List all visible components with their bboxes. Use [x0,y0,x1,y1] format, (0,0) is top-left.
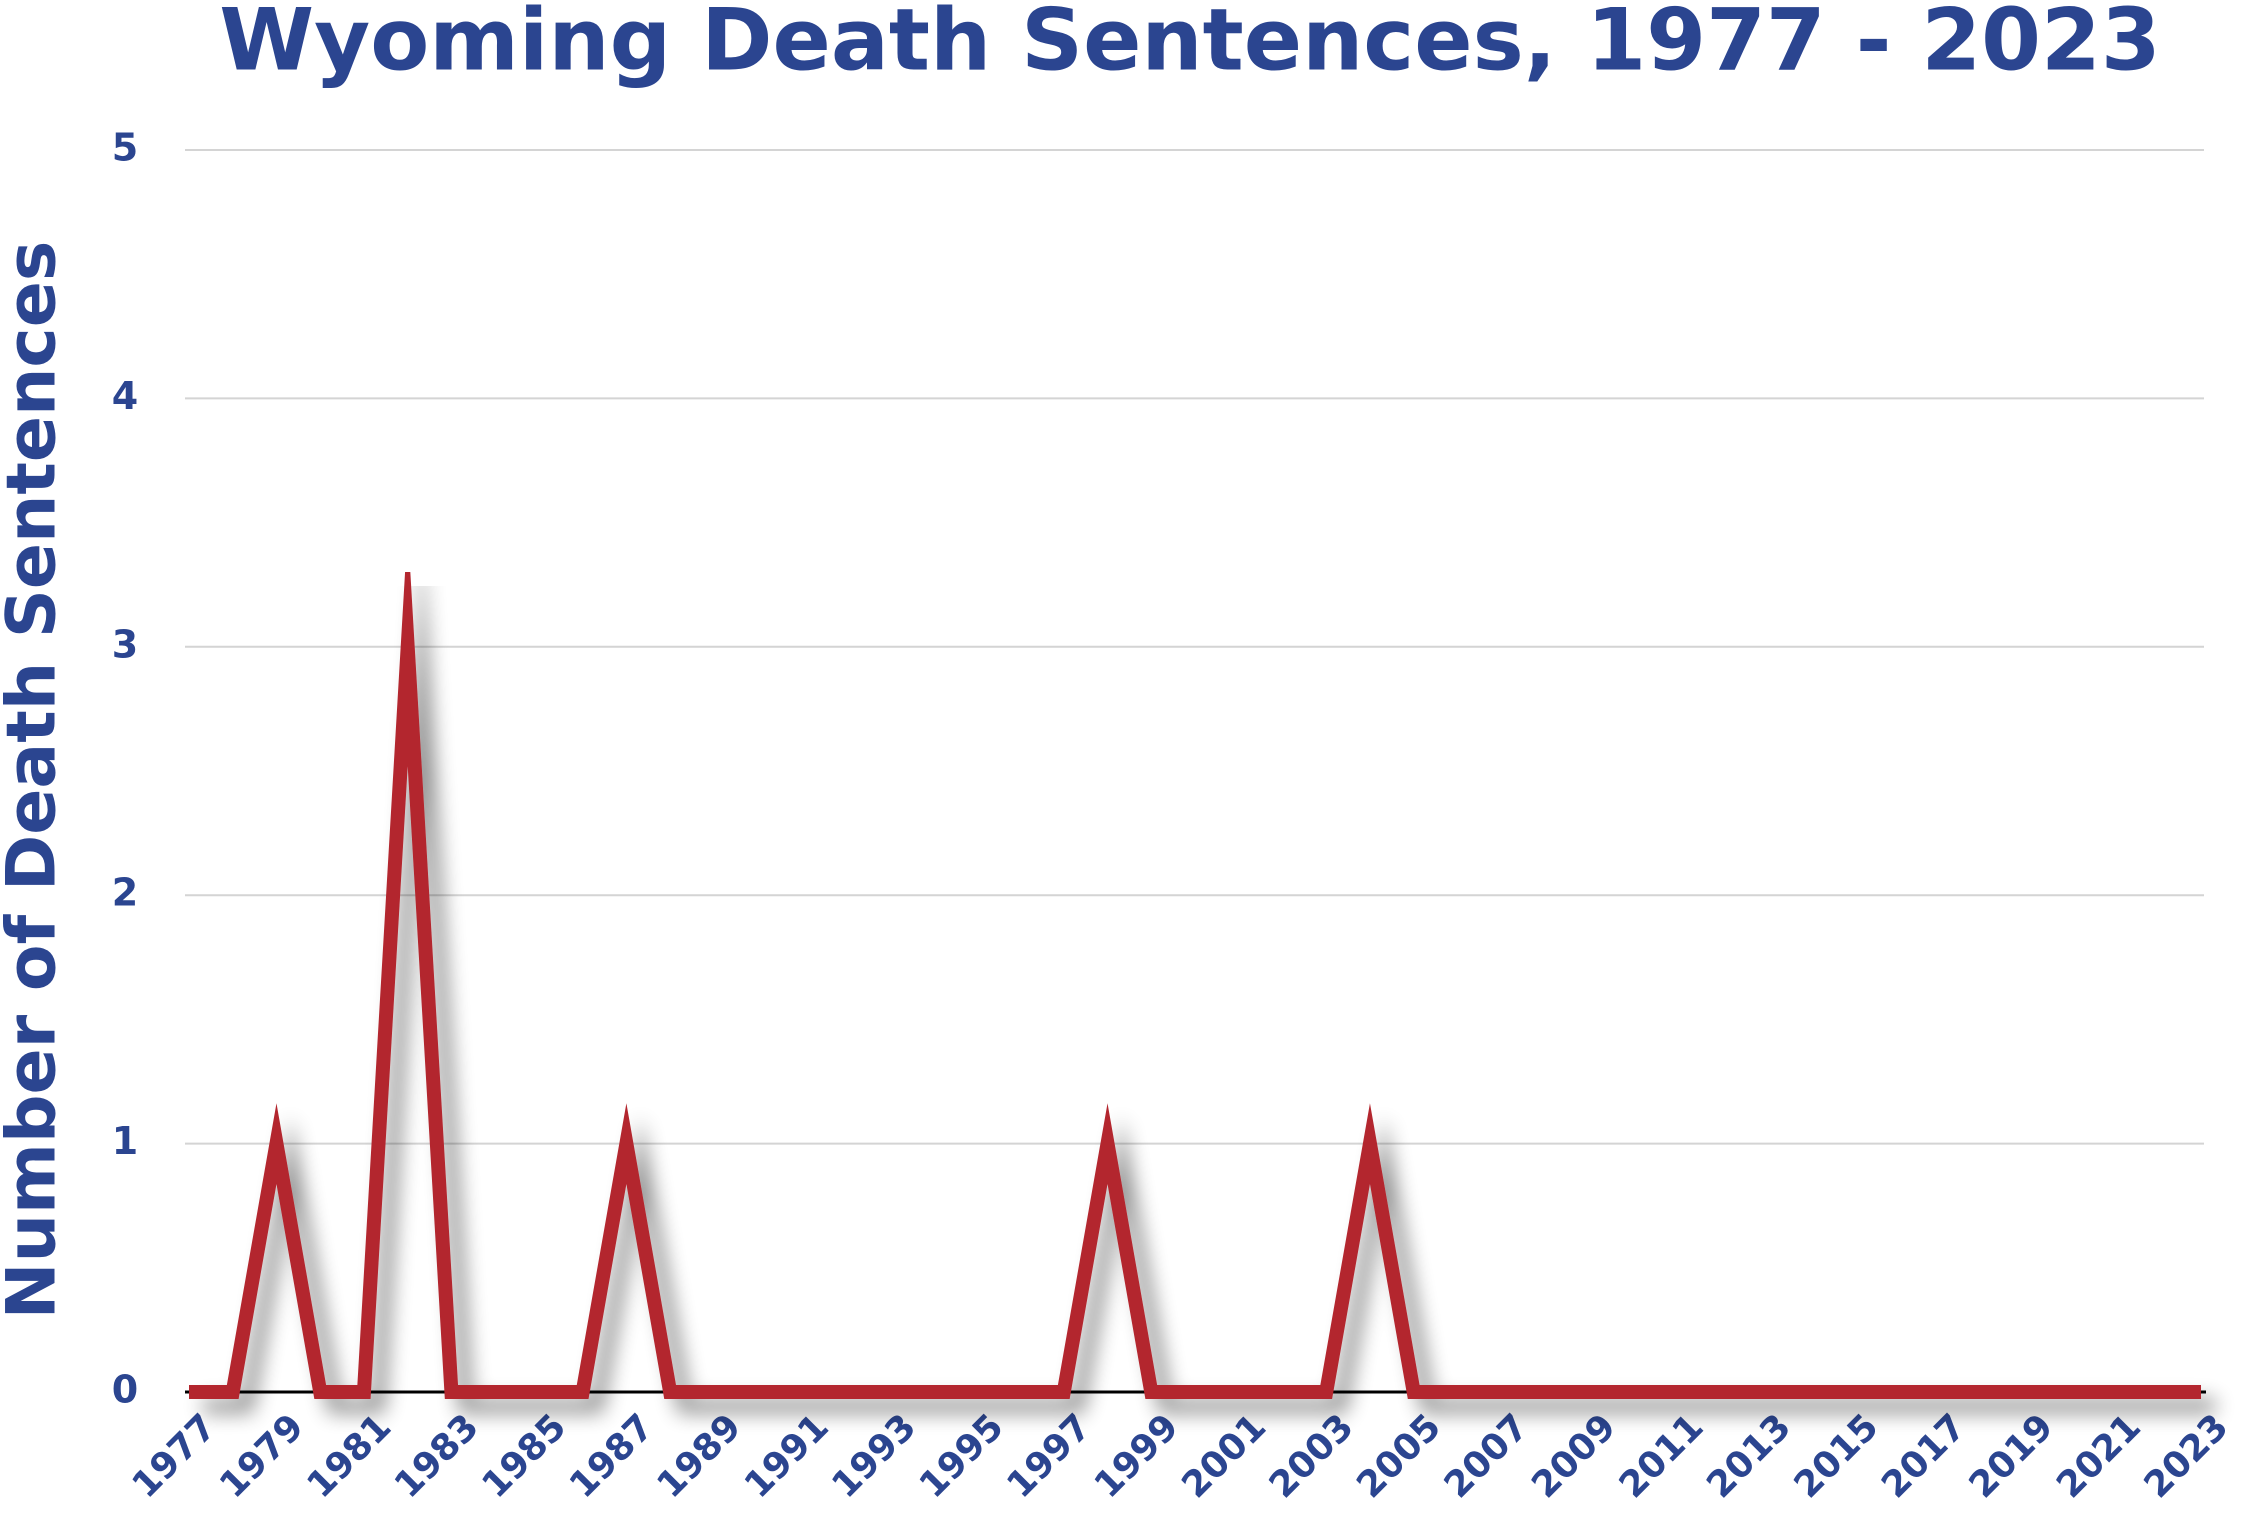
y-tick-label: 1 [112,1119,138,1163]
x-tick-label: 1985 [475,1406,575,1506]
x-tick-label: 2009 [1524,1406,1624,1506]
x-tick-label: 2003 [1262,1406,1362,1506]
x-tick-label: 1983 [387,1406,487,1506]
y-tick-label: 5 [112,126,138,170]
x-tick-label: 1989 [649,1406,749,1506]
x-tick-label: 2023 [2137,1406,2237,1506]
x-tick-label: 2021 [2049,1406,2149,1506]
x-tick-label: 1993 [824,1406,924,1506]
x-tick-label: 2007 [1437,1406,1537,1506]
x-tick-label: 2011 [1612,1406,1712,1506]
data-line [189,527,2201,1399]
y-tick-label: 4 [112,374,138,418]
y-axis-label: Number of Death Sentences [0,241,72,1320]
x-tick-label: 1997 [999,1406,1099,1506]
x-tick-label: 1995 [912,1406,1012,1506]
x-tick-label: 2001 [1174,1406,1274,1506]
y-tick-label: 3 [112,622,138,666]
x-tick-label: 2019 [1962,1406,2062,1506]
x-tick-label: 1977 [125,1406,225,1506]
x-tick-label: 2017 [1874,1406,1974,1506]
y-tick-label: 0 [112,1368,138,1412]
x-tick-label: 2013 [1699,1406,1799,1506]
x-tick-label: 1987 [562,1406,662,1506]
x-tick-label: 1999 [1087,1406,1187,1506]
x-tick-label: 1981 [300,1406,400,1506]
chart-title: Wyoming Death Sentences, 1977 - 2023 [219,0,2160,90]
x-tick-label: 1979 [212,1406,312,1506]
y-tick-label: 2 [112,871,138,915]
x-tick-label: 2015 [1787,1406,1887,1506]
x-tick-label: 2005 [1349,1406,1449,1506]
x-tick-label: 1991 [737,1406,837,1506]
